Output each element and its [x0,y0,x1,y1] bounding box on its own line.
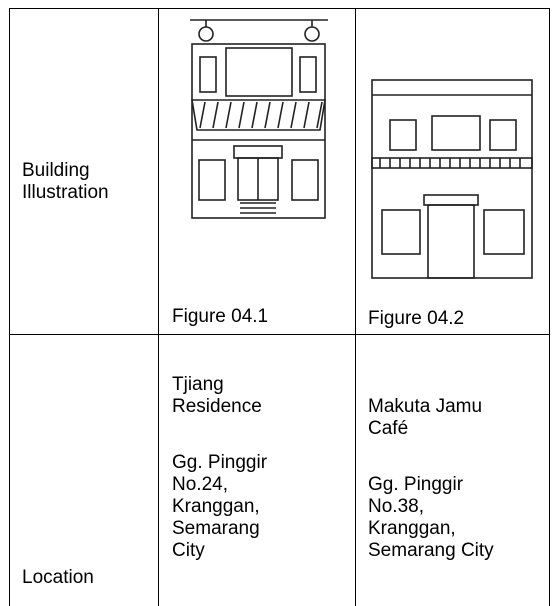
figure-caption: Figure 04.2 [368,308,465,329]
building-figure-1 [190,19,328,219]
row-border [9,334,549,335]
table-border [9,8,549,9]
building-figure-2 [371,79,533,279]
row-header: Location [22,567,94,588]
table-border [549,8,550,606]
column-border [158,8,159,606]
table-border [9,8,10,606]
column-border [355,8,356,606]
row-header: Building Illustration [22,160,109,203]
place-name: Makuta Jamu Café [368,396,483,439]
figure-caption: Figure 04.1 [172,306,269,327]
place-address: Gg. Pinggir No.38, Kranggan, Semarang Ci… [368,474,494,561]
place-name: Tjiang Residence [172,374,262,417]
place-address: Gg. Pinggir No.24, Kranggan, Semarang Ci… [172,452,268,561]
